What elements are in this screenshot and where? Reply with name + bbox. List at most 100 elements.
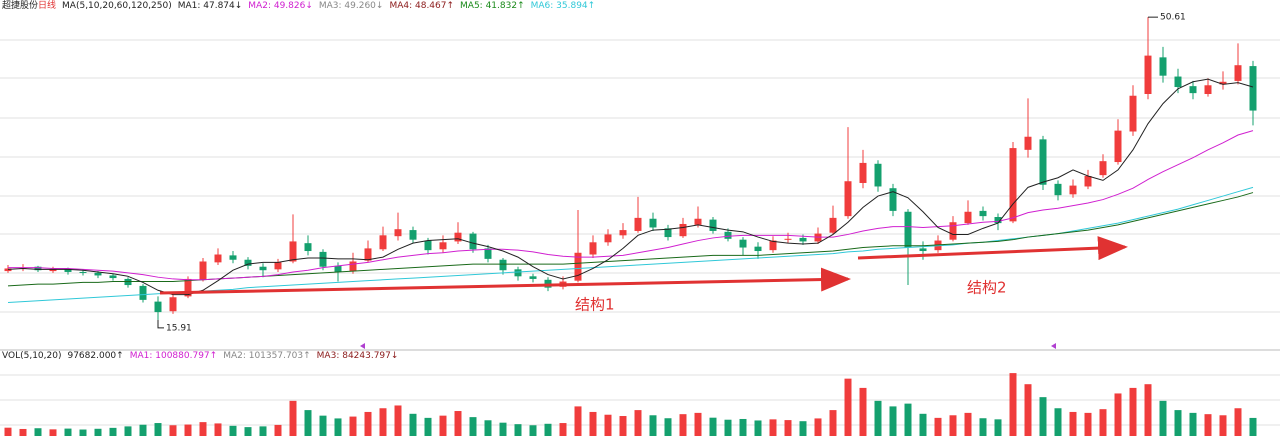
candle-body: [1114, 130, 1122, 163]
candle-body: [484, 248, 492, 259]
volume-bar: [94, 428, 102, 436]
annotation: 结构1: [575, 296, 615, 314]
legend-item: MA1: 47.874↓: [178, 1, 243, 11]
volume-bar: [319, 415, 327, 436]
candle-body: [409, 230, 417, 240]
volume-bar: [1249, 417, 1257, 436]
candle-body: [289, 241, 297, 262]
candle-body: [424, 240, 432, 251]
volume-bar: [964, 412, 972, 436]
volume-bar: [259, 426, 267, 436]
candle-body: [304, 243, 312, 252]
volume-bar: [1129, 387, 1137, 436]
candle-body: [1159, 57, 1167, 76]
legend-item: MA3: 49.260↓: [319, 1, 384, 11]
volume-bar: [634, 410, 642, 436]
candle-body: [139, 285, 147, 300]
volume-bar: [229, 425, 237, 436]
volume-bar: [1039, 397, 1047, 436]
volume-bar: [754, 420, 762, 436]
volume-bar: [724, 419, 732, 436]
candle-body: [1099, 161, 1107, 176]
candle-body: [604, 234, 612, 243]
volume-bar: [469, 417, 477, 436]
legend-item: MA4: 48.467↑: [389, 1, 454, 11]
volume-bar: [844, 378, 852, 436]
candle-body: [199, 261, 207, 280]
marks: 15.91 50.61: [4, 13, 1257, 436]
candle-body: [634, 217, 642, 231]
volume-bar: [4, 427, 12, 436]
candle-body: [664, 228, 672, 238]
volume-bar: [559, 423, 567, 436]
volume-bar: [619, 416, 627, 436]
candle-body: [184, 278, 192, 297]
volume-bar: [664, 418, 672, 436]
candle-body: [844, 181, 852, 217]
volume-bar: [949, 415, 957, 436]
volume-bar: [544, 423, 552, 436]
high-label: 50.61: [1160, 13, 1186, 23]
volume-bar: [589, 411, 597, 436]
candle-body: [1069, 185, 1077, 195]
legend-item: MA5: 41.832↑: [460, 1, 525, 11]
volume-bar: [124, 426, 132, 436]
legend-item: MA6: 35.894↑: [531, 1, 596, 11]
ma-line: [7, 78, 1254, 296]
volume-bar: [1024, 384, 1032, 436]
volume-bar: [289, 400, 297, 436]
candle-body: [724, 231, 732, 239]
volume-bar: [169, 425, 177, 436]
candle-body: [319, 251, 327, 267]
candle-body: [379, 235, 387, 250]
candle-body: [619, 230, 627, 236]
volume-bar: [34, 428, 42, 436]
legend-item: MA2: 49.826↓: [248, 1, 313, 11]
volume-bar: [1114, 393, 1122, 436]
stock-name: 超捷股份: [2, 0, 38, 11]
volume-bar: [979, 418, 987, 436]
volume-bar: [1009, 373, 1017, 436]
volume-bar: [154, 423, 162, 436]
volume-bar: [769, 419, 777, 436]
volume-bar: [214, 423, 222, 436]
volume-bar: [244, 427, 252, 436]
volume-bar: [424, 417, 432, 436]
volume-bar: [1174, 410, 1182, 436]
volume-bar: [919, 413, 927, 436]
volume-bar: [889, 406, 897, 436]
candle-body: [979, 210, 987, 217]
candle-body: [109, 275, 117, 279]
candle-body: [1174, 76, 1182, 88]
volume-bar: [454, 411, 462, 436]
volume-bar: [709, 417, 717, 436]
candle-body: [1054, 183, 1062, 196]
header: 超捷股份日线 MA(5,10,20,60,120,250) MA1: 47.874↓…: [2, 0, 595, 11]
candle-body: [874, 163, 882, 187]
ma-line: [8, 130, 1254, 281]
candle-body: [1144, 55, 1152, 94]
volume-bar: [1084, 412, 1092, 436]
candle-body: [274, 262, 282, 270]
candle-body: [1084, 176, 1092, 187]
volume-bar: [904, 403, 912, 436]
annotation: 结构2: [967, 279, 1007, 297]
candle-body: [499, 259, 507, 271]
volume-bar: [859, 387, 867, 436]
volume-bar: [139, 424, 147, 436]
candle-body: [229, 255, 237, 260]
candle-body: [1234, 65, 1242, 81]
volume-bar: [1054, 408, 1062, 436]
candle-body: [79, 271, 87, 273]
indicator: MA(5,10,20,60,120,250): [62, 1, 172, 11]
candle-body: [34, 266, 42, 271]
candle-body: [889, 188, 897, 211]
candle-body: [1129, 95, 1137, 132]
structure-arrow: [857, 236, 1128, 261]
candle-body: [259, 266, 267, 271]
volume-bar: [1159, 400, 1167, 436]
volume-bar: [379, 408, 387, 436]
candle-body: [1204, 85, 1212, 94]
volume-bar: [574, 406, 582, 436]
